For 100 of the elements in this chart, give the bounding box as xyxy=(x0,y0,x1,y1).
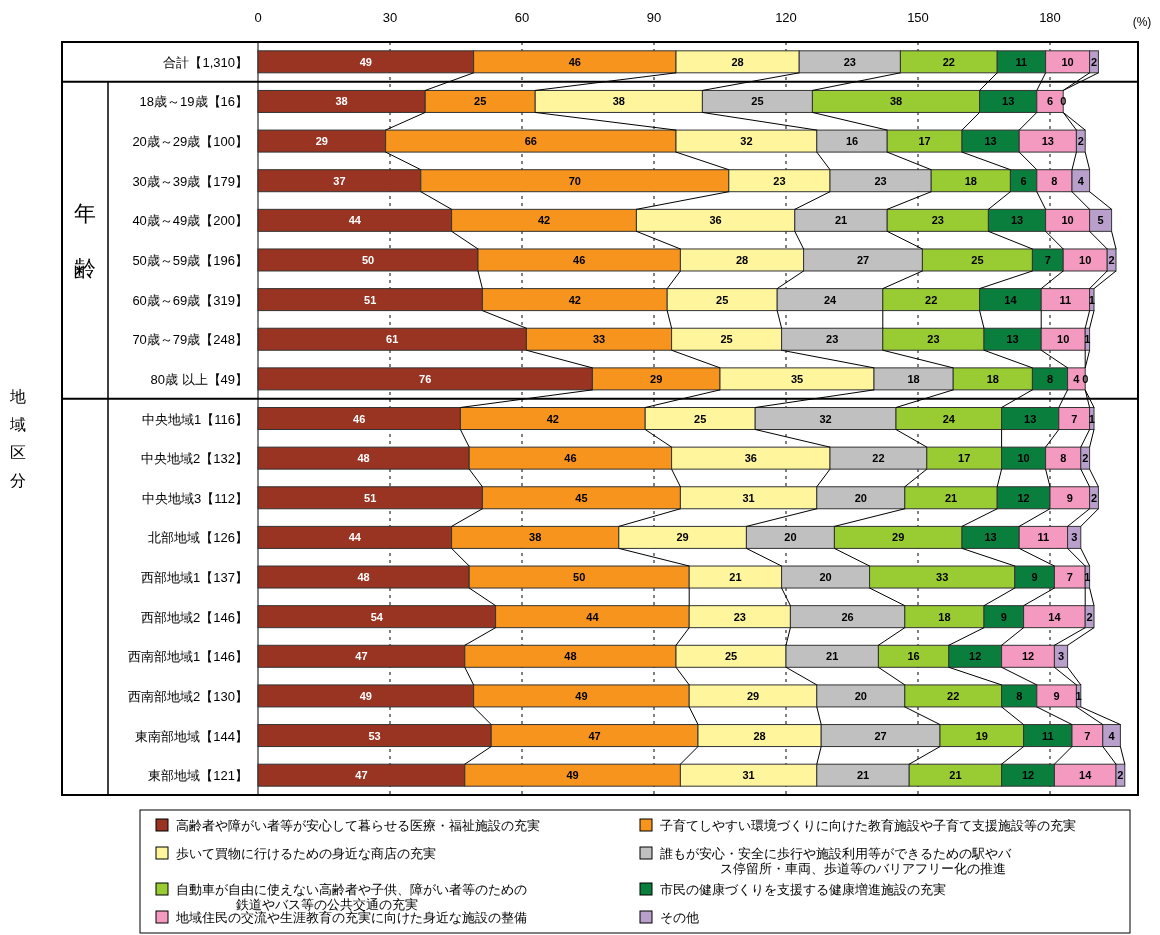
data-label: 38 xyxy=(529,531,542,544)
data-label: 47 xyxy=(588,729,601,742)
data-label: 9 xyxy=(1066,491,1073,504)
data-label: 23 xyxy=(773,174,786,187)
data-label: 46 xyxy=(564,452,577,465)
data-label: 38 xyxy=(612,95,625,108)
data-label: 10 xyxy=(1057,333,1070,346)
data-label: 26 xyxy=(841,610,854,623)
data-label: 18 xyxy=(964,174,977,187)
data-label: 33 xyxy=(592,333,606,346)
y-tick-label: 30歳～39歳【179】 xyxy=(132,173,248,189)
data-label: 21 xyxy=(826,650,839,663)
data-label: 2 xyxy=(1117,769,1124,782)
data-label: 66 xyxy=(524,135,537,148)
x-tick-label: 30 xyxy=(382,10,398,25)
data-label: 23 xyxy=(927,333,940,346)
data-label: 23 xyxy=(733,610,746,623)
data-label: 8 xyxy=(1060,452,1067,465)
data-label: 12 xyxy=(1021,650,1035,663)
data-label: 10 xyxy=(1061,55,1074,68)
data-label: 42 xyxy=(568,293,581,306)
data-label: 24 xyxy=(942,412,956,425)
data-label: 32 xyxy=(819,412,832,425)
data-label: 76 xyxy=(419,372,432,385)
data-label: 13 xyxy=(1041,135,1054,148)
legend-label: 市民の健康づくりを支援する健康増進施設の充実 xyxy=(660,882,946,897)
data-label: 44 xyxy=(586,610,600,623)
data-label: 2 xyxy=(1086,610,1093,623)
data-label: 49 xyxy=(359,689,372,702)
y-tick-label: 西部地域1【137】 xyxy=(141,570,248,586)
data-label: 32 xyxy=(740,135,753,148)
data-label: 25 xyxy=(724,650,738,663)
data-label: 18 xyxy=(938,610,951,623)
data-label: 13 xyxy=(984,135,997,148)
data-label: 22 xyxy=(942,55,955,68)
y-tick-label: 中央地域2【132】 xyxy=(141,451,248,467)
data-label: 14 xyxy=(1079,769,1093,782)
data-label: 7 xyxy=(1071,412,1078,425)
data-label: 31 xyxy=(742,769,755,782)
data-label: 45 xyxy=(575,491,588,504)
data-label: 21 xyxy=(944,491,958,504)
data-label: 12 xyxy=(969,650,982,663)
data-label: 8 xyxy=(1051,174,1058,187)
data-label: 4 xyxy=(1073,372,1081,385)
y-tick-label: 70歳～79歳【248】 xyxy=(132,332,248,348)
data-label: 11 xyxy=(1037,531,1050,544)
data-label: 13 xyxy=(984,531,997,544)
data-label: 9 xyxy=(1053,689,1060,702)
data-label: 23 xyxy=(874,174,887,187)
data-label: 48 xyxy=(357,571,370,584)
legend-label: 誰もが安心・安全に歩行や施設利用等ができるための駅やバス停留所・車両、歩道等のバリアフリー化の推進 xyxy=(660,846,1012,876)
data-label: 25 xyxy=(751,95,764,108)
x-tick-label: 120 xyxy=(775,10,797,25)
data-label: 1 xyxy=(1084,571,1091,584)
y-tick-label: 中央地域1【116】 xyxy=(142,411,248,427)
data-label: 27 xyxy=(874,729,887,742)
data-label: 16 xyxy=(907,650,920,663)
data-label: 4 xyxy=(1108,729,1116,742)
data-label: 7 xyxy=(1066,571,1073,584)
data-label: 4 xyxy=(1077,174,1085,187)
data-label: 2 xyxy=(1090,55,1098,68)
data-label: 13 xyxy=(1024,412,1037,425)
y-tick-label: 20歳～29歳【100】 xyxy=(132,134,248,150)
data-label: 51 xyxy=(364,293,377,306)
data-label: 18 xyxy=(907,372,920,385)
data-label: 7 xyxy=(1084,729,1091,742)
data-label: 23 xyxy=(826,333,839,346)
data-label: 13 xyxy=(1006,333,1019,346)
data-label: 24 xyxy=(823,293,837,306)
data-label: 18 xyxy=(986,372,999,385)
data-label: 50 xyxy=(361,253,375,266)
data-label: 13 xyxy=(1002,95,1015,108)
data-label: 49 xyxy=(566,769,579,782)
data-label: 2 xyxy=(1082,452,1089,465)
data-label: 6 xyxy=(1020,174,1027,187)
legend-label: 歩いて買物に行けるための身近な商店の充実 xyxy=(176,846,436,861)
data-label: 9 xyxy=(1031,571,1038,584)
data-label: 0 xyxy=(1060,95,1067,108)
data-label: 20 xyxy=(784,531,797,544)
data-label: 29 xyxy=(746,689,760,702)
data-label: 44 xyxy=(348,214,362,227)
data-label: 37 xyxy=(333,174,346,187)
data-label: 2 xyxy=(1090,491,1098,504)
data-label: 22 xyxy=(872,452,885,465)
data-label: 17 xyxy=(958,452,971,465)
y-tick-label: 東部地域【121】 xyxy=(148,768,248,784)
data-label: 61 xyxy=(386,333,399,346)
data-label: 28 xyxy=(735,253,749,266)
data-label: 47 xyxy=(355,769,368,782)
data-label: 46 xyxy=(573,253,586,266)
data-label: 49 xyxy=(359,55,372,68)
y-tick-label: 北部地域【126】 xyxy=(148,530,248,546)
data-label: 35 xyxy=(790,372,804,385)
data-label: 22 xyxy=(925,293,938,306)
x-tick-label: 0 xyxy=(254,10,262,25)
data-label: 14 xyxy=(1048,610,1062,623)
data-label: 31 xyxy=(742,491,755,504)
data-label: 16 xyxy=(845,135,859,148)
text: 年齢 xyxy=(74,200,96,281)
data-label: 10 xyxy=(1017,452,1030,465)
